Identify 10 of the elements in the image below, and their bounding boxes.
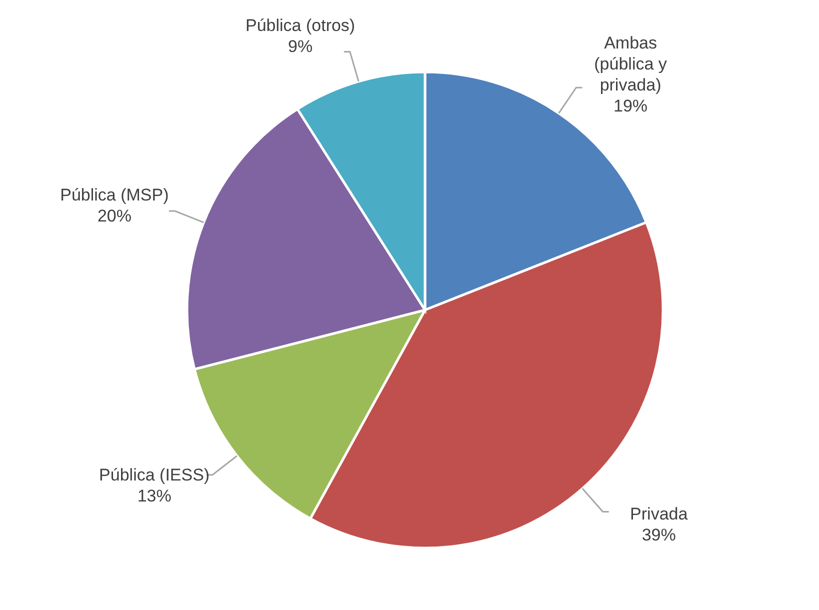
slice-label: Ambas (pública y privada) [594, 33, 668, 94]
data-label: 9% [288, 37, 313, 56]
data-label: 39% [642, 526, 676, 545]
slice-label: Pública (otros) [246, 16, 356, 36]
slice-label: Pública (MSP) [60, 185, 169, 204]
data-label: 13% [137, 486, 172, 506]
data-label: 19% [614, 96, 648, 116]
data-label: 20% [97, 206, 132, 226]
slice-label: Pública (IESS) [99, 466, 210, 485]
slice-label: Privada [630, 504, 688, 524]
